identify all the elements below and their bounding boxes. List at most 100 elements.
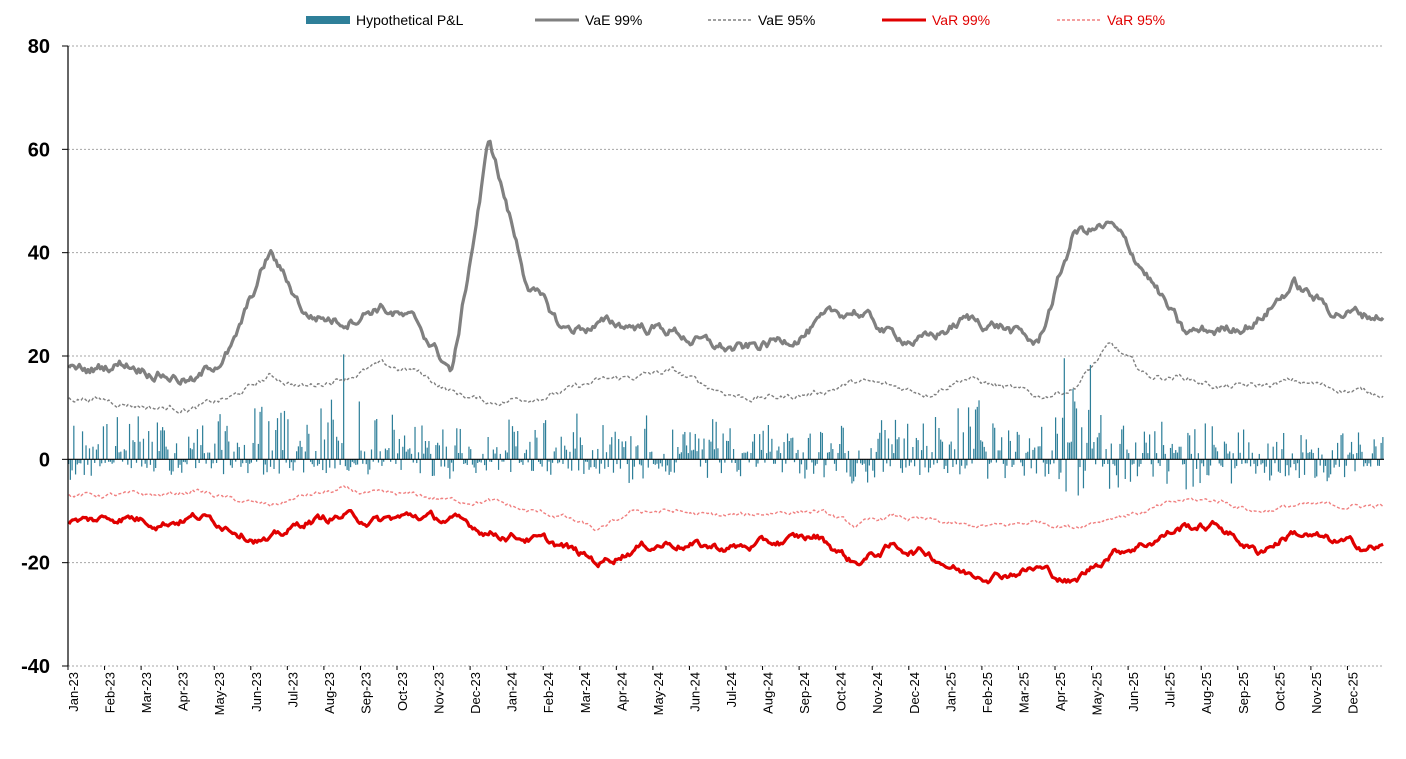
pnl-bar	[113, 459, 115, 463]
pnl-bar	[1309, 452, 1311, 460]
pnl-bar	[247, 459, 249, 474]
pnl-bar	[196, 429, 199, 460]
pnl-bar	[391, 414, 393, 460]
pnl-bar	[576, 413, 578, 460]
pnl-bar	[1236, 459, 1238, 466]
pnl-bar	[872, 459, 874, 471]
pnl-bar	[658, 459, 660, 469]
pnl-bar	[231, 459, 233, 468]
pnl-bar	[583, 459, 585, 474]
pnl-bar	[616, 459, 618, 465]
pnl-bar	[1138, 459, 1140, 467]
pnl-bar	[1027, 451, 1029, 460]
pnl-bar	[421, 425, 423, 460]
pnl-bar	[799, 459, 801, 474]
pnl-bar	[1209, 459, 1212, 466]
pnl-bar	[1190, 453, 1192, 460]
pnl-bar	[457, 452, 460, 460]
pnl-bar	[153, 459, 155, 472]
pnl-bar	[1352, 454, 1354, 460]
pnl-bar	[887, 438, 890, 460]
pnl-bar	[268, 421, 270, 460]
pnl-bar	[1215, 447, 1217, 460]
legend-item: VaE 99%	[535, 12, 642, 28]
pnl-bar	[1166, 459, 1168, 484]
pnl-bar	[980, 440, 982, 460]
pnl-bar	[362, 459, 364, 464]
pnl-bar	[83, 459, 85, 475]
pnl-bar	[598, 459, 601, 474]
pnl-bar	[651, 451, 653, 460]
pnl-bar	[1115, 459, 1118, 476]
pnl-bar	[524, 453, 526, 460]
pnl-bar	[762, 430, 764, 460]
pnl-bar	[1227, 453, 1229, 460]
pnl-bar	[228, 441, 230, 460]
pnl-bar	[860, 459, 862, 464]
pnl-bar	[315, 450, 317, 460]
pnl-bar	[912, 446, 914, 460]
legend: Hypothetical P&L VaE 99% VaE 95% VaR 99% VaR…	[306, 12, 1165, 28]
pnl-bar	[156, 422, 158, 460]
pnl-bar	[1008, 430, 1010, 460]
pnl-bar	[1032, 449, 1034, 460]
pnl-bar	[384, 448, 387, 460]
pnl-bar	[243, 444, 246, 460]
pnl-bar	[484, 459, 486, 466]
pnl-bar	[936, 459, 938, 464]
pnl-bar	[478, 459, 481, 462]
pnl-bar	[160, 430, 162, 460]
pnl-bar	[116, 417, 118, 460]
pnl-bar	[283, 410, 286, 460]
pnl-bar	[1260, 459, 1262, 465]
pnl-bar	[339, 459, 341, 465]
pnl-bar	[957, 408, 959, 460]
pnl-bar	[1366, 459, 1368, 466]
pnl-bar	[1082, 459, 1085, 489]
pnl-bar	[510, 459, 512, 472]
pnl-bar	[163, 430, 165, 460]
pnl-bar	[1103, 459, 1105, 464]
pnl-bar	[395, 459, 397, 464]
pnl-bar	[250, 459, 252, 463]
pnl-bar	[536, 437, 538, 460]
pnl-bar	[139, 441, 141, 460]
pnl-bar	[1063, 358, 1065, 460]
pnl-bar	[557, 459, 559, 464]
pnl-bar	[934, 417, 937, 460]
pnl-bar	[1331, 450, 1333, 460]
pnl-bar	[513, 431, 515, 460]
x-tick-label: Mar-25	[1016, 672, 1031, 713]
pnl-bar	[426, 447, 428, 460]
pnl-bar	[894, 419, 897, 460]
x-tick-label: Sep-24	[797, 672, 812, 714]
pnl-bar	[759, 434, 761, 460]
pnl-bar	[235, 459, 237, 462]
pnl-bar	[252, 442, 254, 460]
pnl-bar	[134, 442, 136, 460]
legend-item: VaE 95%	[708, 12, 815, 28]
pnl-bar	[1086, 442, 1088, 460]
pnl-bar	[97, 444, 99, 460]
pnl-bar	[1143, 431, 1145, 460]
pnl-bar	[464, 459, 467, 464]
pnl-bar	[365, 459, 367, 465]
pnl-bar	[609, 444, 611, 460]
pnl-bar	[595, 459, 597, 469]
pnl-bar	[1042, 459, 1045, 463]
pnl-bar	[574, 448, 576, 460]
pnl-bar	[482, 453, 484, 460]
pnl-bar	[1070, 441, 1072, 460]
pnl-bar	[705, 459, 707, 463]
pnl-bar	[1201, 459, 1203, 464]
pnl-bar	[814, 459, 816, 466]
pnl-bar	[948, 444, 951, 460]
pnl-bar	[463, 459, 465, 464]
pnl-bar	[1164, 453, 1166, 460]
pnl-bar	[1035, 459, 1038, 474]
pnl-bar	[764, 459, 766, 463]
pnl-bar	[168, 459, 171, 471]
pnl-bar	[489, 459, 491, 462]
legend-item: Hypothetical P&L	[306, 12, 464, 28]
pnl-bar	[210, 459, 212, 469]
